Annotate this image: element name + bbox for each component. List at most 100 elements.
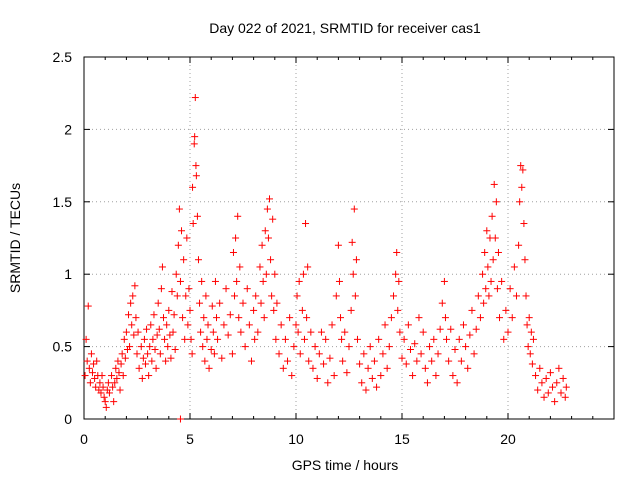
data-point xyxy=(82,335,90,343)
data-point xyxy=(302,220,310,228)
data-point xyxy=(191,133,199,141)
data-point xyxy=(263,205,271,213)
data-point xyxy=(375,335,383,343)
data-point xyxy=(260,314,268,322)
data-point xyxy=(440,277,448,285)
data-point xyxy=(279,364,287,372)
data-point xyxy=(466,331,474,339)
data-point xyxy=(523,321,531,329)
data-point xyxy=(322,335,330,343)
data-point xyxy=(154,299,162,307)
data-point xyxy=(534,386,542,394)
data-point xyxy=(182,292,190,300)
data-point xyxy=(498,277,506,285)
data-point xyxy=(334,241,342,249)
data-point xyxy=(171,345,179,353)
data-point xyxy=(189,183,197,191)
data-point xyxy=(281,335,289,343)
data-point xyxy=(493,285,501,293)
data-point xyxy=(343,369,351,377)
data-point xyxy=(536,364,544,372)
data-point xyxy=(109,383,117,391)
data-point xyxy=(526,350,534,358)
data-point xyxy=(226,311,234,319)
data-point xyxy=(185,285,193,293)
data-point xyxy=(561,393,569,401)
data-point xyxy=(204,321,212,329)
data-point xyxy=(208,302,216,310)
data-point xyxy=(491,234,499,242)
data-point xyxy=(87,350,95,358)
data-point xyxy=(288,372,296,380)
data-point xyxy=(395,277,403,285)
data-point xyxy=(387,314,395,322)
data-point xyxy=(128,321,136,329)
data-point xyxy=(202,292,210,300)
data-point xyxy=(257,299,265,307)
data-point xyxy=(220,321,228,329)
data-point xyxy=(267,256,275,264)
data-point xyxy=(532,372,540,380)
data-point xyxy=(494,248,502,256)
data-point xyxy=(232,234,240,242)
data-point xyxy=(120,335,128,343)
data-point xyxy=(118,350,126,358)
data-point xyxy=(163,321,171,329)
data-point xyxy=(518,183,526,191)
data-point xyxy=(510,263,518,271)
chart-title: Day 022 of 2021, SRMTID for receiver cas… xyxy=(209,20,481,36)
x-tick-label: 20 xyxy=(500,431,516,447)
data-point xyxy=(508,314,516,322)
data-point xyxy=(108,372,116,380)
data-point xyxy=(174,241,182,249)
data-point xyxy=(368,374,376,382)
data-point xyxy=(222,285,230,293)
y-tick-label: 0.5 xyxy=(53,339,73,355)
data-point xyxy=(156,350,164,358)
data-point xyxy=(179,314,187,322)
data-point xyxy=(506,285,514,293)
data-point xyxy=(141,360,149,368)
data-point xyxy=(496,314,504,322)
data-point xyxy=(234,212,242,220)
data-point xyxy=(393,248,401,256)
data-point xyxy=(426,343,434,351)
data-point xyxy=(152,364,160,372)
data-point xyxy=(100,393,108,401)
data-point xyxy=(143,325,151,333)
y-tick-label: 2 xyxy=(64,121,72,137)
data-point xyxy=(296,350,304,358)
grid-lines xyxy=(84,57,614,419)
data-point xyxy=(362,386,370,394)
data-point xyxy=(133,350,141,358)
data-point xyxy=(379,350,387,358)
data-point xyxy=(311,343,319,351)
data-point xyxy=(330,372,338,380)
data-point xyxy=(251,335,259,343)
data-point xyxy=(140,335,148,343)
data-point xyxy=(256,263,264,271)
data-point xyxy=(266,195,273,203)
data-point xyxy=(490,180,498,188)
data-point xyxy=(104,379,112,387)
data-point xyxy=(102,403,110,411)
data-point xyxy=(483,227,491,235)
data-point xyxy=(145,372,153,380)
data-point xyxy=(116,386,124,394)
data-point xyxy=(259,277,267,285)
data-point xyxy=(91,374,99,382)
data-point xyxy=(451,345,459,353)
data-point xyxy=(207,345,215,353)
data-point xyxy=(348,238,356,246)
data-point xyxy=(85,364,93,372)
data-point xyxy=(480,299,488,307)
data-point xyxy=(130,331,138,339)
data-point xyxy=(351,292,359,300)
data-point xyxy=(341,328,349,336)
data-point xyxy=(411,340,419,348)
data-point xyxy=(93,357,101,365)
data-point xyxy=(264,234,272,242)
data-point xyxy=(479,270,487,278)
data-point xyxy=(181,335,189,343)
